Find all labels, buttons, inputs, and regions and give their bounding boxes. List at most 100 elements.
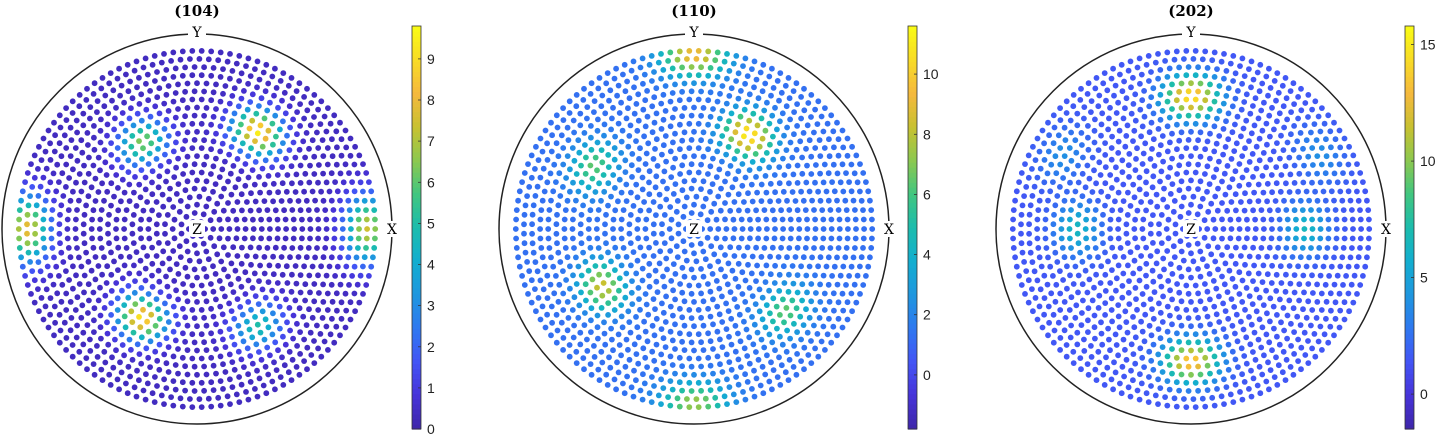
panel-title: (104) [174, 2, 220, 20]
data-point [1158, 240, 1165, 247]
colorbar-segment [412, 101, 421, 108]
data-point [581, 366, 587, 373]
data-point [72, 145, 79, 151]
data-point [646, 244, 652, 251]
data-point [1085, 134, 1091, 141]
data-point [1298, 344, 1305, 351]
colorbar-segment [412, 358, 421, 365]
data-point [1303, 314, 1310, 321]
data-point [312, 254, 318, 261]
data-point [675, 221, 682, 228]
data-point [672, 370, 678, 377]
data-point [714, 328, 721, 335]
data-point [618, 138, 625, 145]
data-point [792, 254, 799, 260]
data-point [1052, 249, 1059, 256]
data-point [1160, 158, 1166, 165]
data-point [780, 296, 786, 303]
data-point [774, 126, 780, 133]
data-point [564, 153, 571, 160]
data-point [1275, 89, 1282, 96]
data-point [660, 335, 667, 342]
data-point [1285, 226, 1292, 232]
data-point [1362, 188, 1369, 195]
data-point [266, 262, 273, 269]
data-point [629, 278, 635, 284]
data-point [691, 347, 697, 354]
data-point [1242, 145, 1248, 152]
data-point [225, 273, 231, 280]
data-point [355, 216, 362, 223]
data-point [636, 296, 642, 302]
data-point [155, 306, 161, 312]
data-point [778, 89, 785, 96]
data-point [1300, 306, 1306, 313]
data-point [1208, 200, 1215, 207]
data-point [224, 58, 231, 65]
data-point [620, 71, 626, 78]
data-point [607, 87, 614, 94]
data-point [698, 186, 704, 193]
data-point [186, 257, 193, 264]
data-point [658, 376, 664, 383]
data-point [95, 154, 102, 161]
data-point [1239, 277, 1246, 284]
colorbar-segment [1405, 257, 1414, 264]
data-point [343, 307, 350, 314]
data-point [1287, 280, 1294, 287]
data-point [1096, 159, 1103, 166]
colorbar-segment [412, 227, 421, 234]
data-point [635, 91, 642, 98]
data-point [1138, 199, 1144, 205]
data-point [290, 312, 297, 319]
data-point [606, 354, 612, 361]
data-point [287, 327, 293, 334]
data-point [686, 48, 693, 54]
data-point [673, 208, 680, 215]
data-point [1136, 396, 1143, 403]
data-point [257, 122, 264, 129]
data-point [244, 318, 250, 325]
data-point [642, 123, 649, 130]
data-point [129, 95, 136, 102]
data-point [1364, 197, 1370, 204]
data-point [1134, 387, 1141, 394]
data-point [658, 75, 664, 82]
data-point [1259, 324, 1266, 331]
data-point [51, 332, 57, 339]
data-point [581, 85, 587, 92]
data-point [239, 140, 246, 147]
data-point [1236, 291, 1243, 297]
data-point [44, 263, 51, 270]
data-point [787, 335, 793, 342]
data-point [1192, 282, 1199, 289]
data-point [252, 314, 258, 320]
data-point [1242, 190, 1248, 197]
data-point [126, 181, 133, 188]
data-point [64, 226, 71, 232]
data-point [1174, 281, 1180, 287]
data-point [1164, 49, 1171, 56]
data-point [1088, 98, 1095, 104]
colorbar-segment [412, 222, 421, 229]
data-point [32, 221, 38, 228]
data-point [781, 319, 787, 326]
data-point [1311, 331, 1318, 337]
data-point [643, 216, 650, 223]
data-point [710, 321, 716, 328]
data-point [1051, 327, 1058, 334]
data-point [280, 312, 286, 318]
data-point [301, 336, 307, 343]
data-point [299, 216, 305, 223]
data-point [1102, 271, 1109, 278]
data-point [1323, 315, 1329, 322]
data-point [180, 281, 187, 287]
data-point [139, 156, 145, 162]
data-point [251, 270, 258, 277]
data-point [1167, 261, 1174, 267]
colorbar-segment [1405, 237, 1414, 244]
data-point [534, 268, 541, 275]
data-point [626, 230, 633, 237]
data-point [653, 212, 659, 219]
data-point [603, 80, 610, 87]
